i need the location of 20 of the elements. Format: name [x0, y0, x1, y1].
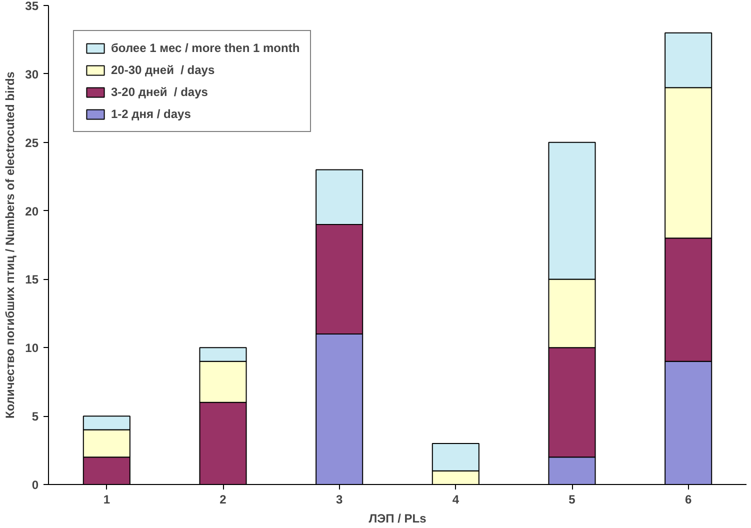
y-tick-label: 10 [25, 341, 39, 356]
y-tick-label: 20 [25, 204, 39, 218]
y-tick-label: 15 [25, 272, 39, 287]
x-tick-label: 6 [684, 492, 692, 506]
legend-label: более 1 мес / more then 1 month [111, 41, 300, 55]
y-tick-label: 35 [25, 0, 39, 13]
x-tick-label: 2 [220, 492, 227, 506]
legend-label: 3-20 дней / days [111, 85, 208, 99]
x-tick-label: 3 [336, 492, 343, 506]
y-tick-label: 5 [32, 410, 39, 424]
y-tick-label: 30 [25, 67, 39, 82]
x-tick-label: 4 [452, 492, 460, 506]
legend-label: 20-30 дней / days [111, 63, 215, 77]
y-tick-label: 25 [25, 136, 39, 150]
x-axis-title: ЛЭП / PLs [368, 512, 427, 526]
y-tick-label: 0 [32, 478, 39, 492]
x-tick-label: 5 [568, 492, 576, 506]
y-axis-title: Количество погибших птиц / Numbers of electrocuted birds [3, 71, 18, 418]
x-tick-label: 1 [103, 492, 110, 506]
legend-label: 1-2 дня / days [111, 107, 191, 121]
